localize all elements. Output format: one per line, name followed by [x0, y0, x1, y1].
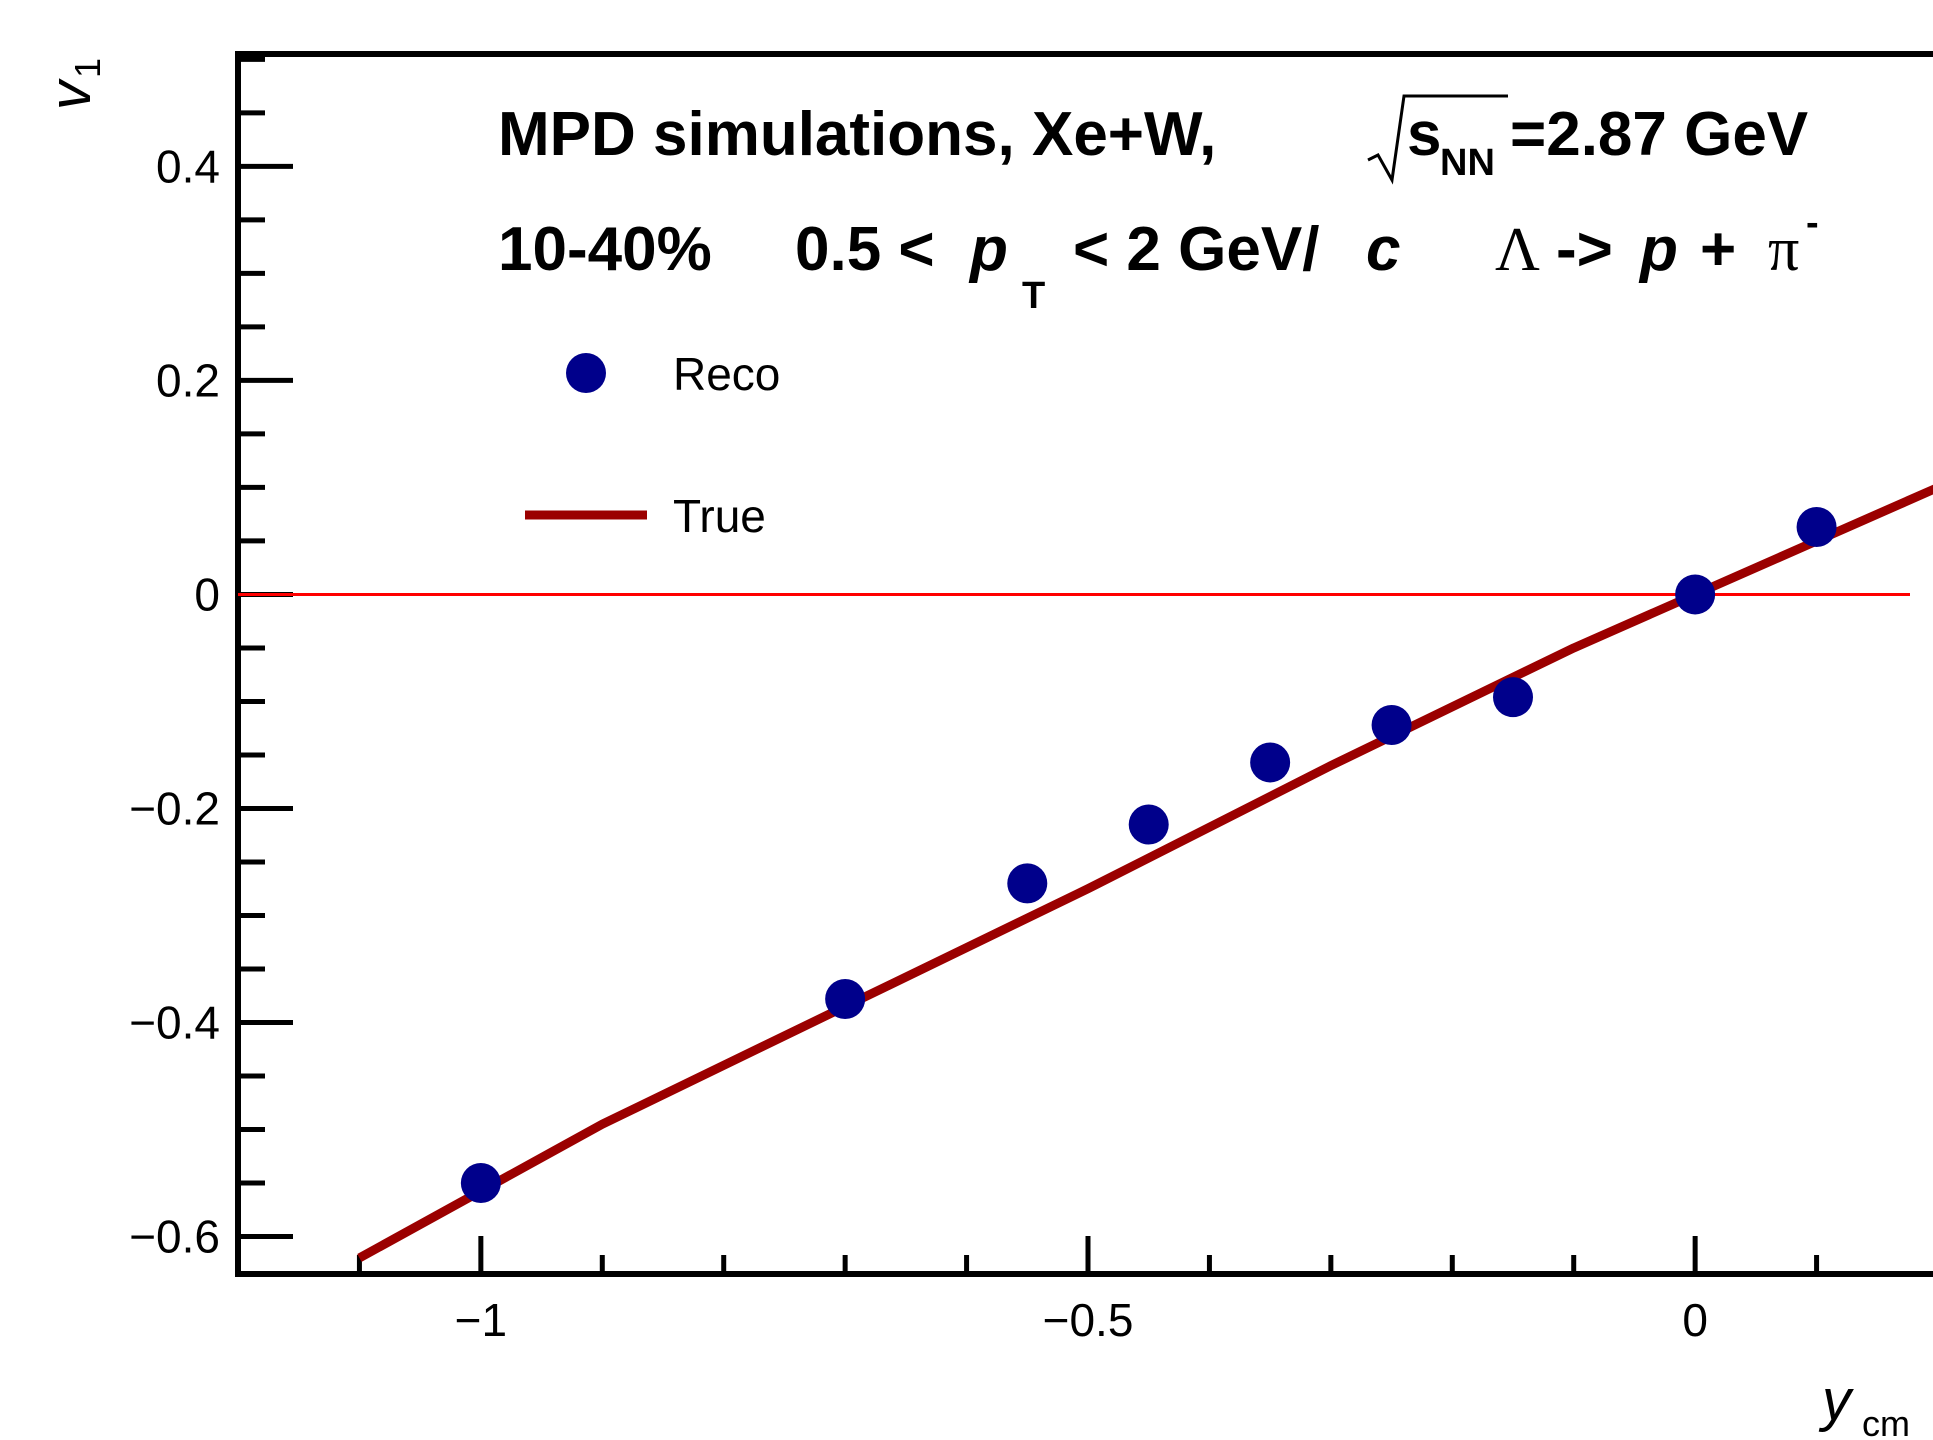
y-tick-label: −0.2: [129, 782, 220, 834]
reco-point: [1371, 705, 1412, 745]
reco-point: [1493, 677, 1533, 718]
x-axis-title: y: [1818, 1368, 1854, 1433]
annotation-centrality: 10-40%: [498, 215, 712, 284]
legend-reco-label: Reco: [673, 348, 780, 400]
reco-point: [1675, 574, 1716, 615]
y-tick-label: 0.2: [156, 354, 220, 406]
svg-text:1: 1: [67, 58, 108, 78]
annotation-pt-sub: T: [1022, 275, 1045, 317]
x-tick-label: 0: [1682, 1294, 1708, 1346]
annotation-decay-plus: +: [1700, 215, 1736, 284]
y-tick-label: −0.6: [129, 1211, 220, 1263]
reco-point: [1007, 863, 1048, 904]
reco-series: [460, 507, 1837, 1204]
annotation-line1: MPD simulations, Xe+W,: [498, 100, 1216, 169]
y-axis-title: v 1: [38, 58, 108, 110]
annotation-decay-arrow: ->: [1556, 215, 1613, 284]
annotation-decay-lambda: Λ: [1495, 216, 1540, 284]
reco-point: [1250, 742, 1291, 783]
annotation-decay-p: p: [1638, 215, 1678, 284]
y-tick-label: −0.4: [129, 997, 220, 1049]
annotation-sqrt-sub: NN: [1440, 142, 1495, 184]
annotation-decay-pi: π: [1768, 216, 1799, 284]
reco-point: [825, 978, 866, 1019]
legend-true-label: True: [673, 490, 766, 542]
annotation-pt-c: c: [1366, 215, 1400, 284]
legend: Reco True: [525, 348, 780, 542]
annotation-decay-sup: -: [1806, 202, 1819, 244]
sqrt-symbol: [1367, 94, 1508, 185]
svg-text:v: v: [38, 78, 103, 110]
annotation-pt-suffix: < 2 GeV/: [1073, 215, 1319, 284]
x-axis-title-sub: cm: [1862, 1403, 1910, 1440]
x-tick-label: −1: [455, 1294, 507, 1346]
x-axis-ticks: −1 −0.5 0: [235, 1236, 1820, 1346]
annotation-line1-prefix: MPD simulations, Xe+W,: [498, 100, 1216, 169]
reco-point: [1128, 804, 1169, 845]
annotation-pt-prefix: 0.5 <: [795, 215, 935, 284]
y-axis-ticks: 0.4 0.2 0 −0.2 −0.4 −0.6: [129, 56, 293, 1263]
annotation-line1-suffix: =2.87 GeV: [1510, 100, 1808, 169]
true-series: [357, 484, 1933, 1262]
legend-reco-marker: [566, 353, 606, 393]
y-tick-label: 0.4: [156, 140, 220, 192]
annotation-pt-p: p: [968, 215, 1008, 284]
reco-point: [1796, 507, 1837, 548]
y-tick-label: 0: [194, 568, 220, 620]
annotation-sqrt-s: s: [1407, 100, 1441, 169]
reco-point: [460, 1163, 501, 1204]
true-line: [357, 484, 1933, 1262]
x-tick-label: −0.5: [1043, 1294, 1134, 1346]
